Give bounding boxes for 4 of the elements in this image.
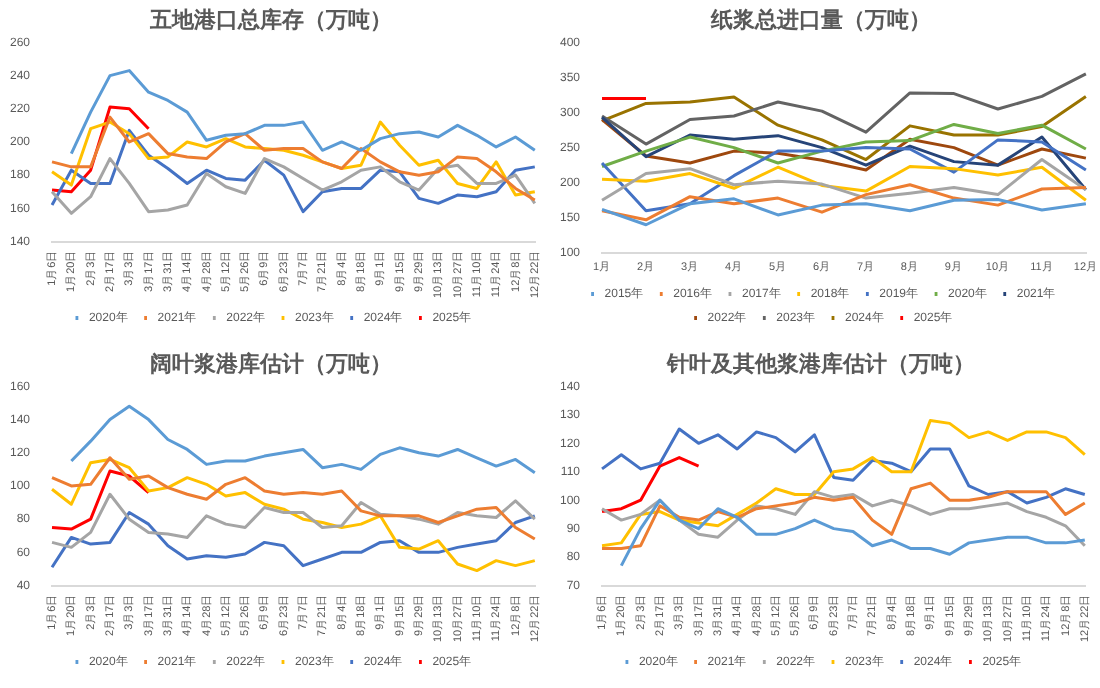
chart-title: 纸浆总进口量（万吨）: [709, 6, 931, 33]
chart-title: 针叶及其他浆港库估计（万吨）: [665, 350, 975, 377]
chart-title: 五地港口总库存（万吨）: [148, 6, 392, 33]
chart-title: 阔叶浆港库估计（万吨）: [150, 350, 392, 377]
